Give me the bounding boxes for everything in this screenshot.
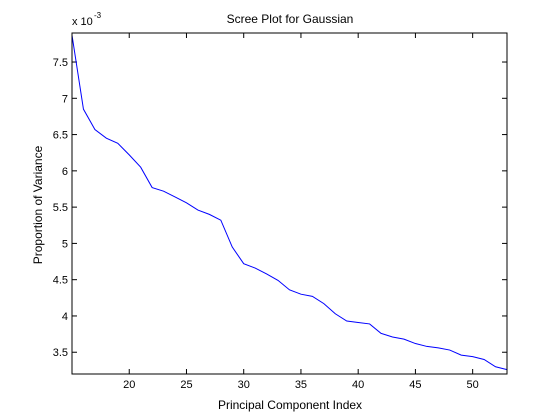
x-axis-label: Principal Component Index xyxy=(218,398,362,412)
series-line xyxy=(71,35,508,371)
data-point xyxy=(369,323,370,324)
data-point xyxy=(106,138,107,139)
y-tick-label: 4 xyxy=(62,311,68,323)
y-multiplier-exponent: -3 xyxy=(94,11,102,20)
chart-title: Scree Plot for Gaussian xyxy=(227,12,354,26)
data-point xyxy=(472,356,473,357)
plot-frame xyxy=(71,32,508,375)
x-tick-label: 20 xyxy=(123,379,135,391)
y-tick-label: 7 xyxy=(62,93,68,105)
data-point xyxy=(266,273,267,274)
data-point xyxy=(484,359,485,360)
data-point xyxy=(129,154,130,155)
y-tick-label: 7.5 xyxy=(53,57,68,69)
data-point xyxy=(243,263,244,264)
y-axis-label: Proportion of Variance xyxy=(31,145,45,264)
data-point xyxy=(83,109,84,110)
y-tick-label: 4.5 xyxy=(53,275,68,287)
data-point xyxy=(140,167,141,168)
x-tick-label: 35 xyxy=(295,379,307,391)
data-point xyxy=(197,209,198,210)
data-point xyxy=(220,220,221,221)
data-point xyxy=(186,202,187,203)
data-point xyxy=(335,313,336,314)
data-point xyxy=(312,296,313,297)
y-multiplier-base: x 10 xyxy=(72,16,93,28)
y-tick-label: 6.5 xyxy=(53,130,68,142)
x-tick-label: 45 xyxy=(409,379,421,391)
data-point xyxy=(358,322,359,323)
data-point xyxy=(300,294,301,295)
data-point xyxy=(415,343,416,344)
series-layer xyxy=(71,35,508,371)
x-tick-label: 40 xyxy=(352,379,364,391)
x-tick-label: 30 xyxy=(238,379,250,391)
data-point xyxy=(323,303,324,304)
data-point xyxy=(380,333,381,334)
data-point xyxy=(163,191,164,192)
y-tick-label: 3.5 xyxy=(53,347,68,359)
data-point xyxy=(277,280,278,281)
y-tick-label: 6 xyxy=(62,166,68,178)
x-tick-label: 25 xyxy=(180,379,192,391)
data-point xyxy=(449,349,450,350)
data-point xyxy=(403,339,404,340)
data-point xyxy=(461,355,462,356)
y-tick-label: 5 xyxy=(62,238,68,250)
y-axis-multiplier: x 10 -3 xyxy=(72,11,102,28)
data-point xyxy=(392,336,393,337)
data-point xyxy=(289,289,290,290)
data-point xyxy=(152,187,153,188)
y-axis-ticks: 3.5 4 4.5 5 5.5 6 6.5 7 7.5 xyxy=(53,57,507,359)
data-point xyxy=(255,267,256,268)
data-point xyxy=(174,196,175,197)
data-point xyxy=(495,366,496,367)
y-tick-label: 5.5 xyxy=(53,202,68,214)
data-point xyxy=(117,143,118,144)
data-point xyxy=(232,246,233,247)
data-point xyxy=(426,346,427,347)
data-point xyxy=(346,320,347,321)
data-point xyxy=(94,129,95,130)
data-point xyxy=(438,347,439,348)
data-point xyxy=(209,214,210,215)
x-axis-ticks: 20 25 30 35 40 45 50 xyxy=(123,33,479,391)
x-tick-label: 50 xyxy=(467,379,479,391)
